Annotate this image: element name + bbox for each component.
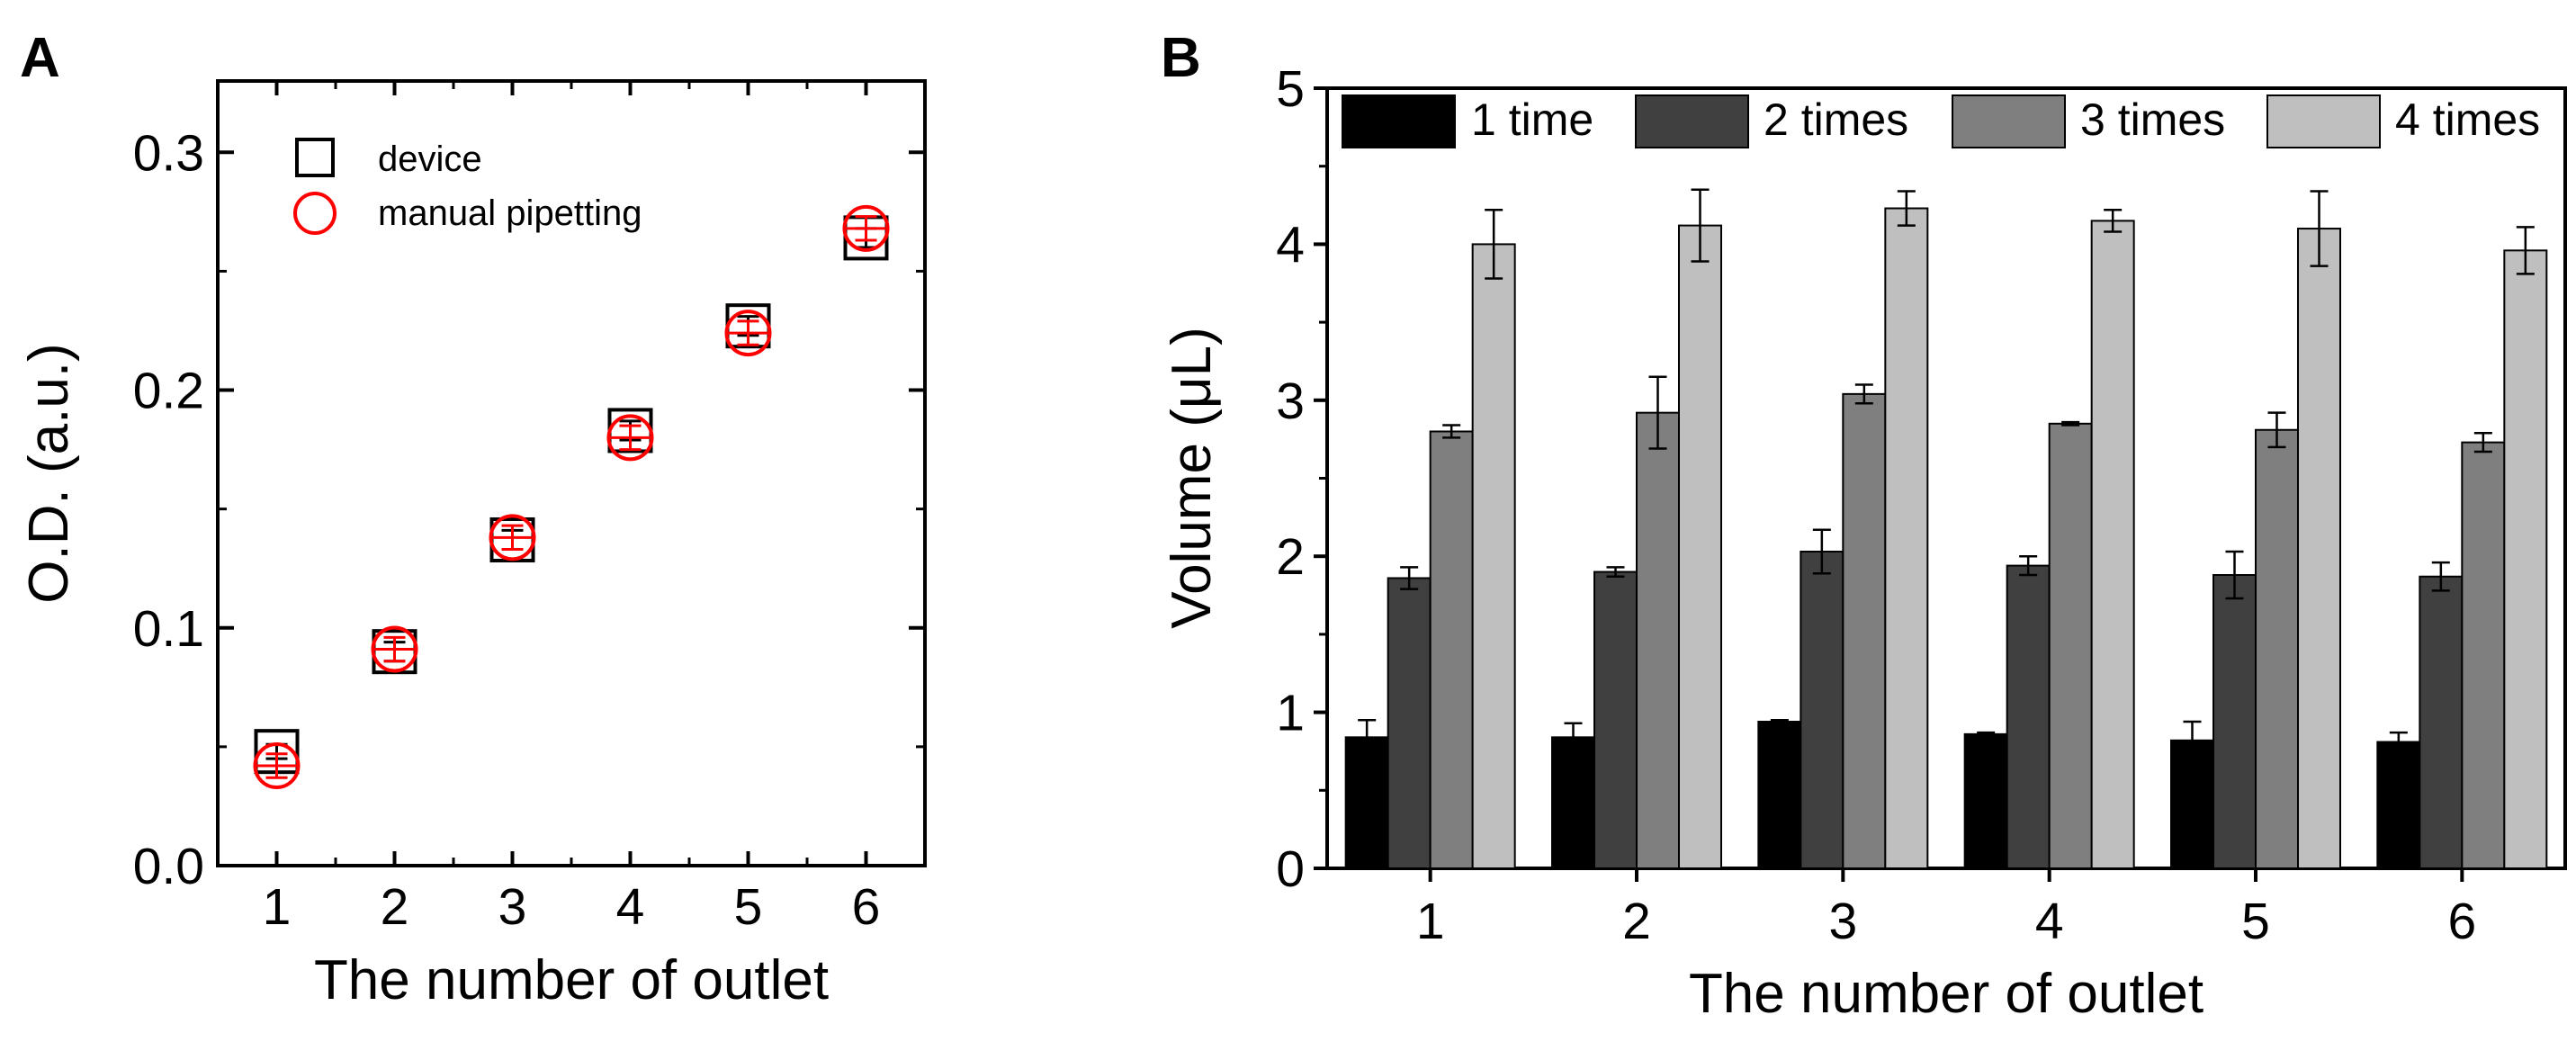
x-tick-label: 4: [616, 878, 645, 936]
y-tick-label: 3: [1276, 373, 1305, 430]
x-tick-label: 5: [734, 878, 763, 936]
bar: [2376, 741, 2421, 870]
panel-a-x-axis-title: The number of outlet: [314, 949, 829, 1011]
bar: [2419, 575, 2464, 869]
bar: [2212, 574, 2257, 869]
legend-manual-marker: [293, 192, 337, 235]
x-tick-label: 4: [2035, 893, 2064, 950]
x-tick-label: 2: [1622, 893, 1651, 950]
x-tick-label: 1: [1416, 893, 1445, 950]
y-tick-label: 0.0: [133, 838, 204, 895]
x-tick-label: 3: [498, 878, 527, 936]
panel-a-label: A: [20, 27, 60, 89]
bar: [1800, 550, 1844, 869]
bar: [1387, 577, 1432, 869]
panel-b: B 1 2 3 4 5 6 0 1 2 3 4 5 1 time 2 times 3 times 4 …: [1161, 27, 2567, 1025]
bar: [1429, 430, 1474, 869]
legend-2-times-swatch: [1635, 94, 1749, 148]
panel-b-y-axis-title: Volume (μL): [1161, 327, 1223, 629]
y-tick-label: 0.2: [133, 363, 204, 420]
bar: [1551, 736, 1595, 869]
bar: [2048, 422, 2093, 869]
y-tick-label: 0.3: [133, 124, 204, 182]
bar: [1678, 224, 1722, 870]
y-tick-label: 2: [1276, 528, 1305, 586]
bar: [1963, 732, 2008, 869]
bar: [1757, 721, 1802, 870]
bar: [2006, 564, 2051, 869]
bar: [1842, 392, 1887, 869]
x-tick-label: 5: [2241, 893, 2270, 950]
panel-b-legend: 1 time 2 times 3 times 4 times: [1342, 94, 2540, 148]
x-tick-label: 3: [1828, 893, 1857, 950]
panel-a-y-axis-title: O.D. (a.u.): [18, 343, 80, 603]
x-tick-label: 1: [263, 878, 292, 936]
bar: [1636, 411, 1680, 869]
panel-b-x-axis-title: The number of outlet: [1689, 963, 2204, 1025]
panel-b-label: B: [1161, 27, 1201, 89]
legend-device-marker: [295, 138, 335, 177]
x-tick-label: 2: [381, 878, 409, 936]
legend-4-times-label: 4 times: [2395, 94, 2540, 145]
bar: [2255, 428, 2299, 869]
legend-2-times-label: 2 times: [1764, 94, 1908, 145]
bar: [1593, 570, 1638, 869]
bar: [2297, 228, 2341, 869]
panel-a-legend: device manual pipetting: [293, 138, 642, 235]
legend-1-time-label: 1 time: [1471, 94, 1593, 145]
legend-3-times-swatch: [1952, 94, 2066, 148]
legend-3-times-label: 3 times: [2080, 94, 2225, 145]
legend-device-label: device: [378, 139, 482, 179]
bar: [1471, 243, 1516, 869]
x-tick-label: 6: [852, 878, 881, 936]
y-tick-label: 0: [1276, 840, 1305, 898]
y-tick-label: 1: [1276, 685, 1305, 742]
bar: [1884, 207, 1929, 869]
y-tick-label: 0.1: [133, 600, 204, 658]
panel-a: A 1 2 3 4 5 6 0.0 0.1 0.2 0.3 device manual pipet…: [18, 27, 927, 1011]
bar: [1344, 736, 1389, 869]
x-tick-label: 6: [2447, 893, 2476, 950]
legend-manual-label: manual pipetting: [378, 193, 642, 233]
bar: [2503, 249, 2548, 869]
legend-1-time-swatch: [1342, 94, 1456, 148]
y-tick-label: 4: [1276, 216, 1305, 274]
y-tick-label: 5: [1276, 60, 1305, 118]
bar: [2090, 220, 2135, 869]
bar: [2461, 441, 2506, 869]
legend-4-times-swatch: [2266, 94, 2381, 148]
